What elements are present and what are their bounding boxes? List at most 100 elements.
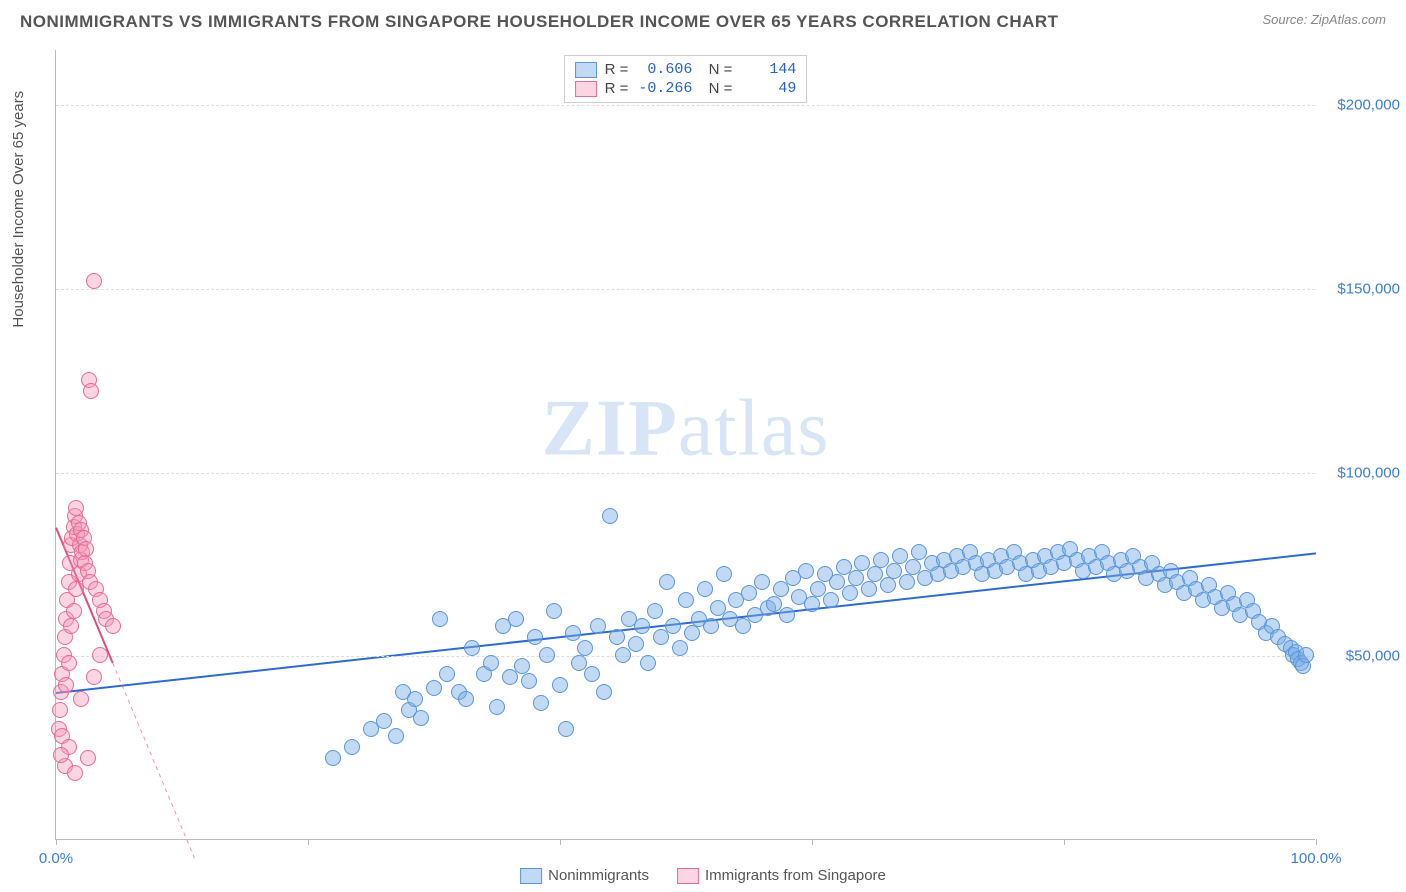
x-tick-label: 0.0%: [39, 850, 73, 867]
y-tick-label: $50,000: [1320, 648, 1400, 665]
x-tick: [1064, 839, 1065, 845]
scatter-point: [779, 607, 795, 623]
x-tick: [56, 839, 57, 845]
chart-plot-area: ZIPatlas R =0.606 N =144R =-0.266 N =49 …: [55, 50, 1315, 840]
scatter-point: [558, 721, 574, 737]
y-tick-label: $150,000: [1320, 280, 1400, 297]
scatter-point: [653, 629, 669, 645]
scatter-point: [634, 618, 650, 634]
scatter-point: [52, 702, 68, 718]
x-tick: [1316, 839, 1317, 845]
scatter-point: [73, 691, 89, 707]
scatter-point: [439, 666, 455, 682]
scatter-point: [105, 618, 121, 634]
scatter-point: [63, 618, 79, 634]
scatter-point: [68, 500, 84, 516]
chart-source: Source: ZipAtlas.com: [1262, 12, 1386, 27]
scatter-point: [577, 640, 593, 656]
x-tick: [308, 839, 309, 845]
gridline: [56, 105, 1315, 106]
scatter-point: [584, 666, 600, 682]
stats-row: R =0.606 N =144: [575, 60, 797, 79]
gridline: [56, 656, 1315, 657]
scatter-point: [58, 677, 74, 693]
x-tick-label: 100.0%: [1291, 850, 1342, 867]
scatter-point: [527, 629, 543, 645]
scatter-point: [66, 603, 82, 619]
scatter-point: [842, 585, 858, 601]
scatter-point: [325, 750, 341, 766]
legend-item: Nonimmigrants: [520, 867, 649, 884]
scatter-point: [773, 581, 789, 597]
scatter-point: [659, 574, 675, 590]
scatter-point: [388, 728, 404, 744]
legend-swatch: [575, 62, 597, 78]
scatter-point: [697, 581, 713, 597]
scatter-point: [502, 669, 518, 685]
scatter-point: [92, 647, 108, 663]
scatter-point: [798, 563, 814, 579]
scatter-point: [86, 273, 102, 289]
scatter-point: [86, 669, 102, 685]
scatter-point: [861, 581, 877, 597]
legend-label: Immigrants from Singapore: [705, 867, 886, 884]
y-axis-label: Householder Income Over 65 years: [10, 91, 27, 328]
stat-r-label: R =: [605, 80, 629, 97]
chart-title: NONIMMIGRANTS VS IMMIGRANTS FROM SINGAPO…: [20, 12, 1059, 32]
stat-n-label: N =: [700, 61, 732, 78]
legend-label: Nonimmigrants: [548, 867, 649, 884]
scatter-point: [628, 636, 644, 652]
scatter-point: [508, 611, 524, 627]
scatter-point: [804, 596, 820, 612]
scatter-point: [514, 658, 530, 674]
scatter-point: [1298, 647, 1314, 663]
scatter-point: [741, 585, 757, 601]
scatter-point: [552, 677, 568, 693]
scatter-point: [678, 592, 694, 608]
scatter-point: [426, 680, 442, 696]
scatter-point: [615, 647, 631, 663]
scatter-point: [483, 655, 499, 671]
scatter-point: [672, 640, 688, 656]
legend-item: Immigrants from Singapore: [677, 867, 886, 884]
scatter-point: [596, 684, 612, 700]
scatter-point: [413, 710, 429, 726]
scatter-point: [665, 618, 681, 634]
scatter-point: [716, 566, 732, 582]
scatter-point: [703, 618, 719, 634]
scatter-point: [407, 691, 423, 707]
legend-swatch: [677, 868, 699, 884]
scatter-point: [754, 574, 770, 590]
scatter-point: [489, 699, 505, 715]
scatter-point: [590, 618, 606, 634]
scatter-point: [899, 574, 915, 590]
scatter-point: [735, 618, 751, 634]
stat-r-label: R =: [605, 61, 629, 78]
scatter-point: [83, 383, 99, 399]
gridline: [56, 473, 1315, 474]
stat-n-value: 49: [740, 80, 796, 97]
y-tick-label: $100,000: [1320, 464, 1400, 481]
y-tick-label: $200,000: [1320, 97, 1400, 114]
scatter-point: [880, 577, 896, 593]
scatter-point: [80, 750, 96, 766]
trend-lines-layer: [56, 50, 1315, 839]
scatter-point: [458, 691, 474, 707]
scatter-point: [602, 508, 618, 524]
chart-header: NONIMMIGRANTS VS IMMIGRANTS FROM SINGAPO…: [0, 0, 1406, 36]
trend-line-dashed: [113, 663, 195, 858]
stats-row: R = -0.266 N = 49: [575, 79, 797, 98]
stat-r-value: -0.266: [636, 80, 692, 97]
scatter-point: [533, 695, 549, 711]
scatter-point: [521, 673, 537, 689]
scatter-point: [432, 611, 448, 627]
scatter-point: [78, 541, 94, 557]
scatter-point: [464, 640, 480, 656]
scatter-point: [684, 625, 700, 641]
scatter-point: [53, 747, 69, 763]
legend-swatch: [520, 868, 542, 884]
scatter-point: [565, 625, 581, 641]
scatter-point: [61, 655, 77, 671]
scatter-point: [539, 647, 555, 663]
stat-n-label: N =: [700, 80, 732, 97]
